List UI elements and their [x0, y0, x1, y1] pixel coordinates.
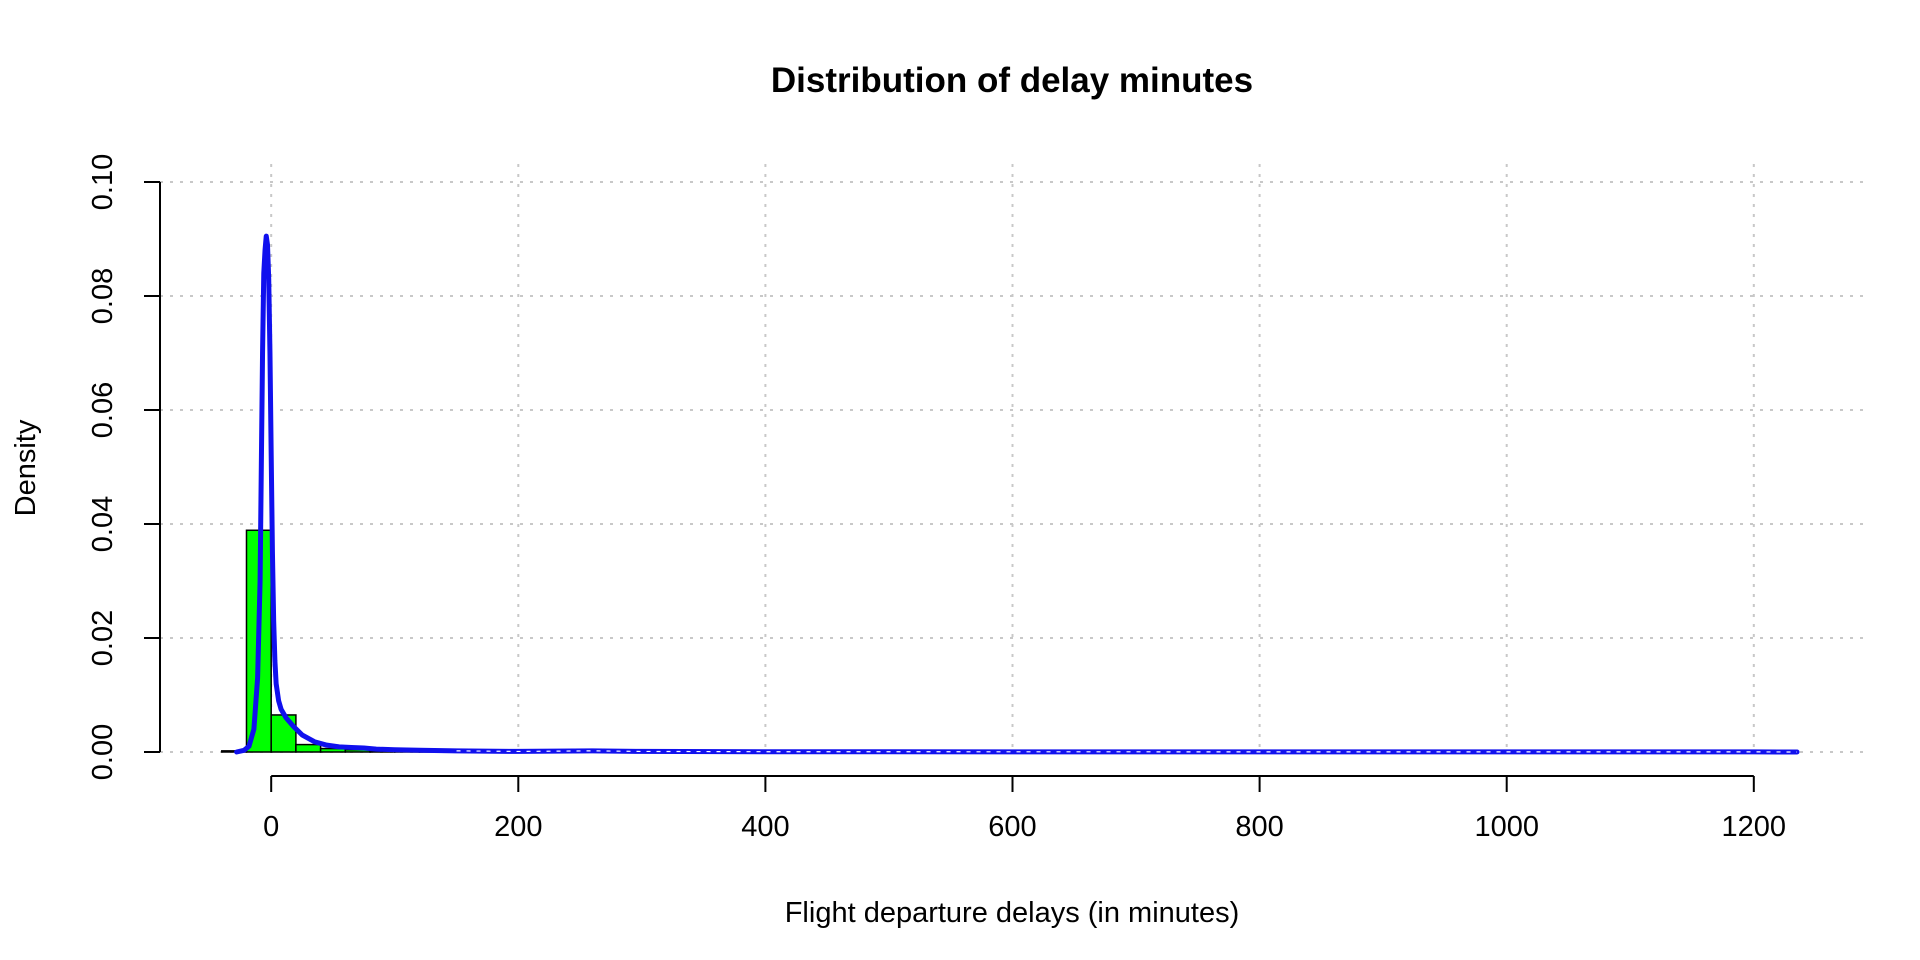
x-tick-label: 200	[494, 811, 542, 843]
axes	[144, 181, 1755, 792]
y-tick-label: 0.06	[87, 382, 119, 438]
x-tick-label: 1000	[1474, 811, 1539, 843]
x-axis-label: Flight departure delays (in minutes)	[785, 897, 1240, 929]
histogram-bar	[295, 743, 322, 753]
y-tick-label: 0.02	[87, 610, 119, 666]
histogram-bar	[270, 714, 297, 753]
y-tick-label: 0.08	[87, 268, 119, 324]
density-curve-layer	[234, 233, 1800, 755]
density-curve	[234, 233, 1800, 755]
x-tick-label: 600	[988, 811, 1036, 843]
density-curve-highlight	[456, 750, 1798, 753]
x-tick-label: 1200	[1722, 811, 1787, 843]
tick-labels: 0.00 0.02 0.04 0.06 0.08 0.10 0 200 400 600 800 100…	[87, 154, 1786, 843]
y-tick-label: 0.10	[87, 154, 119, 210]
y-tick-label: 0.00	[87, 724, 119, 780]
y-axis-label: Density	[10, 419, 42, 516]
x-tick-label: 400	[741, 811, 789, 843]
y-tick-label: 0.04	[87, 496, 119, 552]
chart-title: Distribution of delay minutes	[771, 61, 1253, 100]
histogram-bars	[221, 529, 1798, 753]
grid-lines	[160, 164, 1865, 753]
x-tick-label: 800	[1235, 811, 1283, 843]
x-tick-label: 0	[263, 811, 279, 843]
